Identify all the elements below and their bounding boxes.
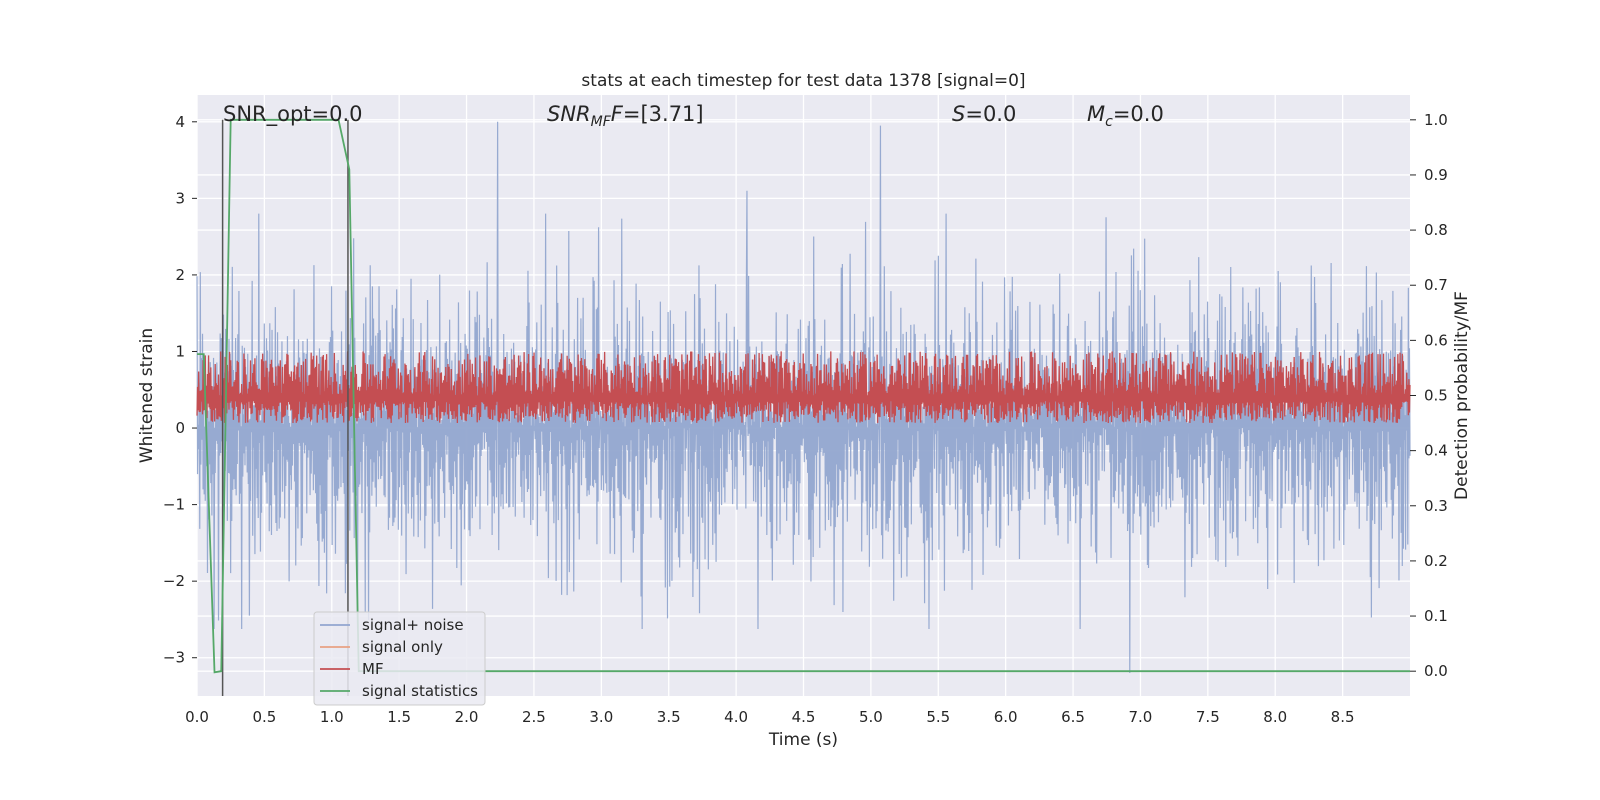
- annotation-snr-mf-value: =[3.71]: [623, 102, 704, 126]
- x-tick-label: 8.5: [1331, 708, 1355, 726]
- x-tick-label: 0.5: [252, 708, 276, 726]
- annotation-mc-subscript: c: [1105, 114, 1113, 130]
- x-tick-label: 1.5: [387, 708, 411, 726]
- y-tick-label: 0: [175, 419, 185, 437]
- y2-tick-label: 1.0: [1424, 111, 1448, 129]
- y2-tick-label: 0.5: [1424, 387, 1448, 405]
- x-tick-label: 3.5: [657, 708, 681, 726]
- annotation-s: S=0.0: [952, 102, 1016, 126]
- x-tick-label: 0.0: [185, 708, 209, 726]
- axes: 0.0 0.5 1.0 1.5 2.0 2.5 3.0 3.5 4.0 4.5 5.0 5.5 6.0 6…: [163, 111, 1448, 726]
- x-tick-label: 1.0: [320, 708, 344, 726]
- annotation-snr-mf-f: F: [611, 102, 624, 126]
- y-tick-label: −1: [163, 496, 185, 514]
- annotation-s-value: =0.0: [965, 102, 1016, 126]
- annotation-s-symbol: S: [952, 102, 965, 126]
- y2-tick-label: 0.7: [1424, 276, 1448, 294]
- annotation-mc: Mc=0.0: [1087, 102, 1164, 130]
- y2-tick-label: 0.2: [1424, 552, 1448, 570]
- annotation-snr-mf: SNRMFF=[3.71]: [547, 102, 704, 130]
- annotation-snr-mf-subscript: MF: [591, 114, 612, 130]
- annotation-mc-value: =0.0: [1113, 102, 1164, 126]
- legend: signal+ noise signal only MF signal statist…: [313, 611, 486, 706]
- annotation-snr-opt: SNR_opt=0.0: [223, 102, 363, 127]
- x-tick-label: 2.5: [522, 708, 546, 726]
- y-tick-label: 4: [175, 113, 185, 131]
- y-tick-label: −2: [163, 572, 185, 590]
- y2-tick-label: 0.3: [1424, 497, 1448, 515]
- y2-tick-label: 0.4: [1424, 442, 1448, 460]
- x-tick-label: 3.0: [589, 708, 613, 726]
- x-tick-label: 4.0: [724, 708, 748, 726]
- legend-box: [313, 611, 486, 706]
- y2-tick-label: 0.0: [1424, 662, 1448, 680]
- chart-title: stats at each timestep for test data 137…: [581, 71, 1025, 91]
- x-tick-label: 6.0: [994, 708, 1018, 726]
- series-line-mf: [196, 351, 1411, 424]
- y-tick-label: −3: [163, 649, 185, 667]
- y2-axis-label: Detection probability/MF: [1452, 291, 1472, 500]
- annotation-snr-mf-symbol: SNR: [547, 102, 591, 126]
- y-tick-label: 2: [175, 266, 185, 284]
- y-tick-label: 1: [175, 342, 185, 360]
- annotations: SNR_opt=0.0 SNRMFF=[3.71] S=0.0 Mc=0.0: [223, 102, 1164, 130]
- legend-label: signal only: [362, 638, 443, 656]
- legend-label: MF: [362, 660, 384, 678]
- annotation-mc-symbol: M: [1087, 102, 1105, 126]
- y-axis-label: Whitened strain: [137, 328, 157, 463]
- x-tick-label: 7.0: [1129, 708, 1153, 726]
- x-tick-label: 6.5: [1061, 708, 1085, 726]
- x-axis-label: Time (s): [768, 730, 838, 750]
- x-tick-label: 4.5: [792, 708, 816, 726]
- legend-label: signal statistics: [362, 682, 478, 700]
- y2-tick-label: 0.9: [1424, 166, 1448, 184]
- x-tick-label: 8.0: [1263, 708, 1287, 726]
- y-tick-label: 3: [175, 189, 185, 207]
- y2-tick-label: 0.1: [1424, 607, 1448, 625]
- y2-tick-label: 0.6: [1424, 331, 1448, 349]
- y2-tick-label: 0.8: [1424, 221, 1448, 239]
- series-mf: [196, 351, 1411, 424]
- x-tick-label: 5.0: [859, 708, 883, 726]
- legend-label: signal+ noise: [362, 616, 464, 634]
- x-tick-label: 7.5: [1196, 708, 1220, 726]
- x-tick-label: 5.5: [926, 708, 950, 726]
- x-tick-label: 2.0: [455, 708, 479, 726]
